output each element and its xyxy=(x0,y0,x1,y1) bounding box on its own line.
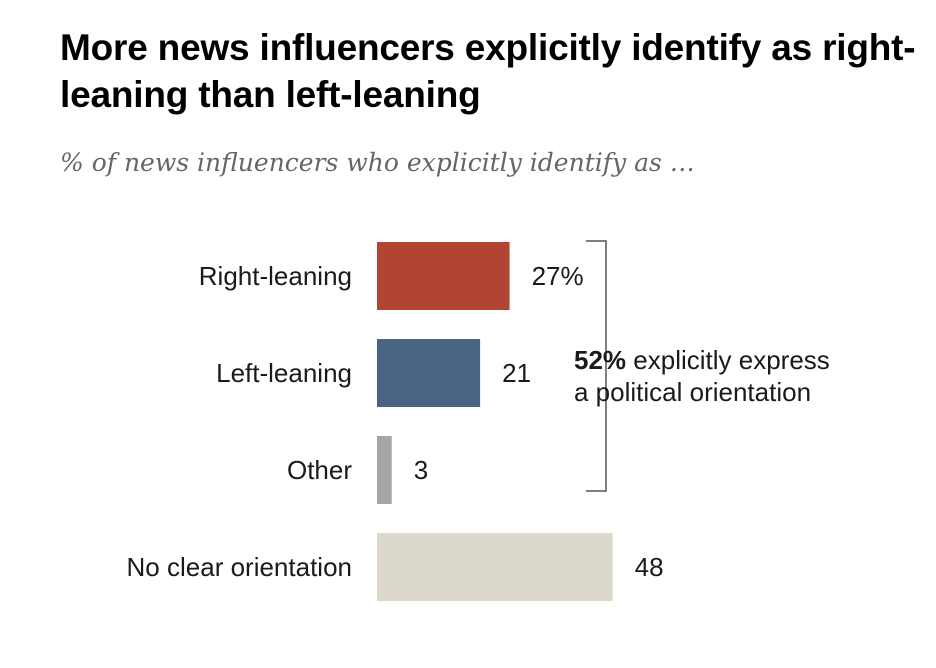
chart-subtitle: % of news influencers who explicitly ide… xyxy=(60,148,695,177)
chart-title: More news influencers explicitly identif… xyxy=(60,27,916,115)
bracket xyxy=(586,240,607,492)
bar-other xyxy=(377,436,392,504)
category-label: No clear orientation xyxy=(127,552,352,582)
bar-right-leaning xyxy=(377,242,510,310)
value-label: 21 xyxy=(502,358,531,388)
value-label: 3 xyxy=(414,455,428,485)
category-label: Other xyxy=(287,455,352,485)
bars-group xyxy=(377,242,613,601)
category-label: Left-leaning xyxy=(216,358,352,388)
annotation-text-1: explicitly express xyxy=(626,345,830,375)
value-label: 27% xyxy=(532,261,584,291)
annotation-bold-total: 52% xyxy=(574,345,627,375)
bracket-annotation: 52% explicitly express a political orien… xyxy=(574,344,914,408)
annotation-line-1: 52% explicitly express xyxy=(574,344,914,376)
value-labels-group: 27% 21 3 48 xyxy=(414,261,664,582)
bar-no-clear-orientation xyxy=(377,533,613,601)
category-labels-group: Right-leaning Left-leaning Other No clear o… xyxy=(127,261,353,582)
bar-left-leaning xyxy=(377,339,481,407)
annotation-line-2: a political orientation xyxy=(574,377,812,407)
category-label: Right-leaning xyxy=(199,261,352,291)
value-label: 48 xyxy=(635,552,664,582)
